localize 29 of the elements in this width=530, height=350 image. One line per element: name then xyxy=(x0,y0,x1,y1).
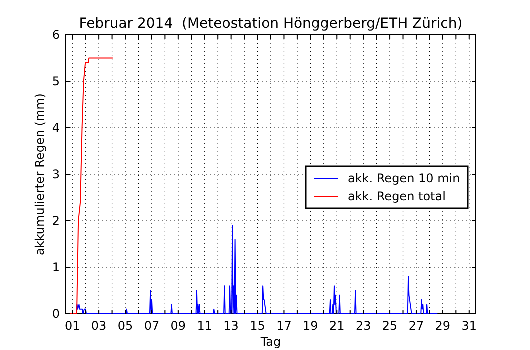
y-tick-label: 0 xyxy=(52,307,60,321)
x-axis-title: Tag xyxy=(260,335,282,349)
x-tick-label: 15 xyxy=(250,319,266,333)
chart-title: Februar 2014 (Meteostation Hönggerberg/ETH Zürich) xyxy=(79,16,463,32)
y-tick-label: 6 xyxy=(52,28,60,42)
x-tick-label: 23 xyxy=(356,319,372,333)
x-tick-label: 19 xyxy=(303,319,318,333)
x-tick-label: 17 xyxy=(276,319,292,333)
x-tick-label: 21 xyxy=(329,319,345,333)
x-tick-label: 29 xyxy=(435,319,451,333)
x-tick-label: 31 xyxy=(462,319,478,333)
x-tick-label: 07 xyxy=(144,319,160,333)
x-tick-label: 01 xyxy=(64,319,80,333)
y-tick-label: 5 xyxy=(52,74,60,88)
x-tick-label: 25 xyxy=(382,319,398,333)
legend-label: akk. Regen 10 min xyxy=(348,172,460,186)
line-series xyxy=(76,225,438,314)
x-tick-label: 13 xyxy=(224,319,239,333)
x-tick-label: 11 xyxy=(197,319,213,333)
y-tick-label: 3 xyxy=(52,168,60,182)
x-tick-label: 27 xyxy=(408,319,424,333)
y-tick-label: 2 xyxy=(52,214,60,228)
y-tick-label: 4 xyxy=(52,121,60,135)
legend-label: akk. Regen total xyxy=(348,190,446,204)
x-tick-label: 05 xyxy=(118,319,134,333)
y-tick-label: 1 xyxy=(52,260,60,274)
y-axis-title: akkumulierter Regen (mm) xyxy=(33,94,47,256)
x-tick-label: 03 xyxy=(91,319,107,333)
x-tick-label: 09 xyxy=(170,319,186,333)
